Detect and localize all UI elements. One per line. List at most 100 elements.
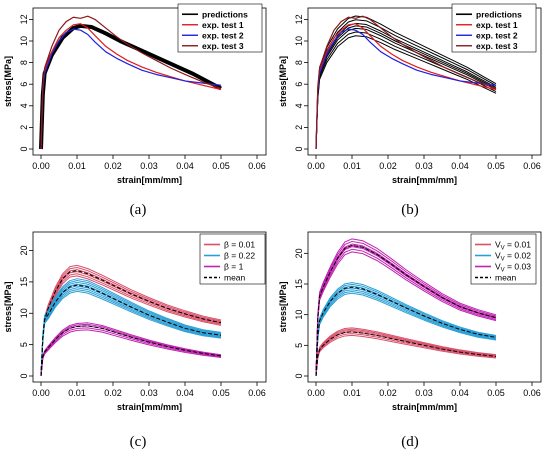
panel-label: (c) [130, 434, 147, 450]
series-line [315, 23, 497, 150]
panel-0: 0.00 0.01 0.02 0.03 0.04 0.05 0.06 0 2 4 6 8 10 12 str… [3, 3, 267, 218]
y-axis-title: stress[MPa] [278, 281, 288, 332]
x-tick-label: 0.03 [415, 388, 433, 398]
x-tick-label: 0.03 [415, 161, 433, 171]
y-tick-label: 2 [19, 125, 29, 130]
y-tick-label: 4 [19, 103, 29, 108]
series-group [40, 264, 222, 377]
y-tick-label: 6 [19, 82, 29, 87]
y-axis-title: stress[MPa] [3, 281, 13, 332]
series-line [315, 282, 497, 377]
legend-entry: exp. test 2 [202, 30, 244, 40]
y-tick-label: 10 [294, 310, 304, 320]
series-group [315, 15, 497, 150]
series-group [315, 238, 497, 377]
y-tick-label: 4 [294, 103, 304, 108]
series-line [315, 328, 497, 377]
series-line [40, 290, 222, 377]
series-line [315, 291, 497, 377]
series-line [40, 281, 222, 377]
legend-box [199, 233, 266, 285]
x-tick-label: 0.00 [307, 388, 325, 398]
series-line [40, 287, 222, 377]
x-tick-label: 0.05 [212, 161, 230, 171]
y-tick-label: 10 [294, 36, 304, 46]
x-tick-label: 0.03 [140, 161, 158, 171]
x-tick-label: 0.05 [487, 161, 505, 171]
legend-entry: exp. test 3 [476, 41, 518, 51]
mean-line [40, 270, 222, 377]
panel-1: 0.00 0.01 0.02 0.03 0.04 0.05 0.06 0 2 4 6 8 10 12 str… [278, 3, 542, 218]
mean-line [315, 286, 497, 377]
x-tick-label: 0.01 [68, 161, 86, 171]
series-line [315, 330, 497, 377]
x-tick-label: 0.02 [104, 388, 122, 398]
x-axis-title: strain[mm/mm] [392, 175, 457, 185]
series-line [315, 238, 497, 377]
legend-entry: VV = 0.02 [495, 251, 531, 263]
series-line [40, 264, 222, 377]
legend-entry: β = 0.22 [224, 251, 255, 261]
mean-line [315, 331, 497, 377]
y-tick-label: 20 [294, 248, 304, 258]
series-line [40, 28, 222, 150]
x-axis-title: strain[mm/mm] [392, 402, 457, 412]
x-tick-label: 0.05 [212, 388, 230, 398]
y-tick-label: 8 [294, 60, 304, 65]
y-tick-label: 15 [294, 279, 304, 289]
series-line [315, 248, 497, 377]
x-tick-label: 0.03 [140, 388, 158, 398]
legend-entry: mean [224, 273, 246, 283]
x-tick-label: 0.06 [523, 161, 541, 171]
series-line [315, 334, 497, 377]
panel-2: 0.00 0.01 0.02 0.03 0.04 0.05 0.06 0 5 10 15 20 stra… [3, 231, 267, 450]
series-line [40, 329, 222, 377]
x-tick-label: 0.02 [379, 388, 397, 398]
y-tick-label: 5 [294, 343, 304, 348]
y-axis-title: stress[MPa] [3, 56, 13, 107]
x-tick-label: 0.01 [68, 388, 86, 398]
x-tick-label: 0.00 [307, 161, 325, 171]
legend-entry: VV = 0.01 [495, 240, 531, 252]
legend-box [470, 233, 537, 285]
series-line [315, 333, 497, 377]
x-axis-title: strain[mm/mm] [117, 402, 182, 412]
y-tick-label: 0 [294, 373, 304, 378]
y-tick-label: 10 [19, 308, 29, 318]
y-tick-label: 8 [19, 60, 29, 65]
series-line [40, 15, 222, 150]
x-tick-label: 0.05 [487, 388, 505, 398]
y-tick-label: 10 [19, 36, 29, 46]
x-tick-label: 0.02 [379, 161, 397, 171]
series-line [40, 322, 222, 377]
legend-entry: VV = 0.03 [495, 262, 531, 274]
series-line [315, 292, 497, 377]
panel-label: (d) [401, 434, 419, 450]
x-axis-title: strain[mm/mm] [117, 175, 182, 185]
y-tick-label: 12 [19, 14, 29, 24]
series-line [315, 15, 497, 150]
x-tick-label: 0.04 [451, 161, 469, 171]
panel-3: 0.00 0.01 0.02 0.03 0.04 0.05 0.06 0 5 10 15 20 stra… [278, 231, 542, 450]
series-line [40, 289, 222, 377]
x-tick-label: 0.02 [104, 161, 122, 171]
legend-box [177, 3, 263, 53]
y-tick-label: 6 [294, 82, 304, 87]
legend-entry: exp. test 1 [202, 20, 244, 30]
x-tick-label: 0.06 [248, 388, 266, 398]
plot-frame [32, 7, 267, 156]
series-line [40, 327, 222, 377]
x-tick-label: 0.00 [32, 388, 50, 398]
mean-line [40, 284, 222, 377]
panel-label: (a) [130, 202, 147, 218]
legend-entry: β = 1 [224, 262, 244, 272]
x-tick-label: 0.00 [32, 161, 50, 171]
x-tick-label: 0.06 [248, 161, 266, 171]
panel-label: (b) [401, 202, 419, 218]
plot-frame [32, 231, 267, 383]
